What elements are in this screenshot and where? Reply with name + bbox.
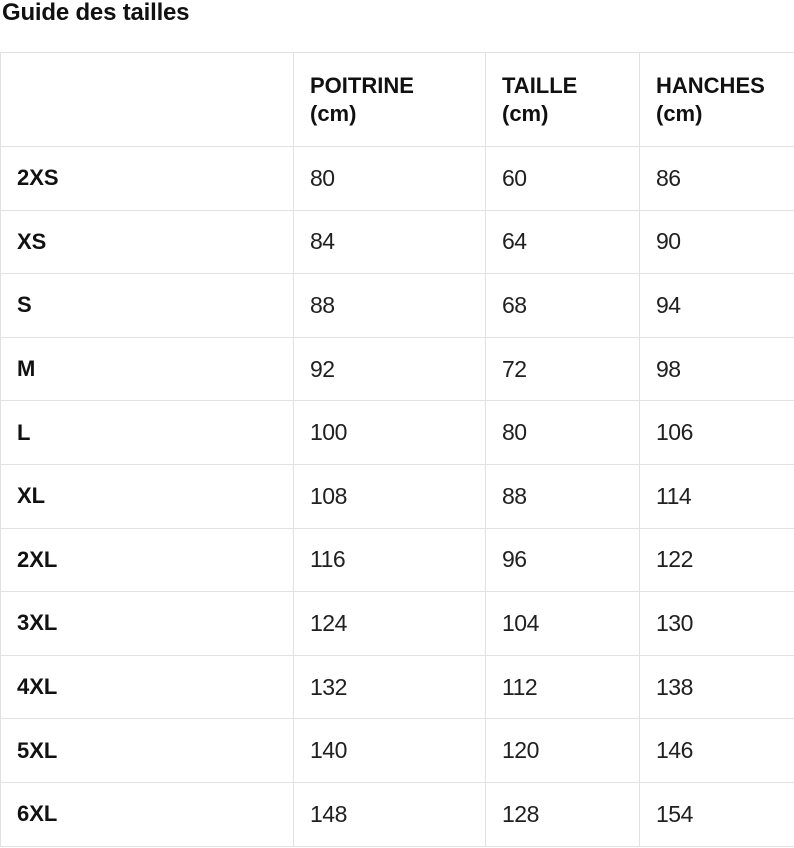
measurement-cell: 90 [639,209,794,275]
header-row: POITRINE (cm) TAILLE (cm) HANCHES (cm) [0,52,794,147]
measurement-cell: 138 [639,654,794,720]
column-header-taille-unit: (cm) [502,100,549,126]
measurement-cell: 92 [293,336,486,402]
size-label-l: L [0,400,294,465]
measurement-cell: 96 [485,527,640,593]
table-row: S 88 68 94 [0,273,794,338]
column-header-empty [0,52,294,147]
measurement-cell: 114 [639,463,794,529]
measurement-cell: 108 [293,463,486,529]
measurement-cell: 84 [293,209,486,275]
measurement-cell: 80 [485,400,640,465]
size-label-xl: XL [0,463,294,529]
column-header-taille: TAILLE (cm) [485,52,640,147]
measurement-cell: 154 [639,781,794,847]
measurement-cell: 106 [639,400,794,465]
size-label-6xl: 6XL [0,781,294,847]
measurement-cell: 148 [293,781,486,847]
table-row: 2XL 116 96 122 [0,527,794,593]
table-row: L 100 80 106 [0,400,794,465]
measurement-cell: 140 [293,718,486,783]
size-label-s: S [0,273,294,338]
page-title: Guide des tailles [2,0,190,26]
size-label-3xl: 3XL [0,591,294,656]
measurement-cell: 104 [485,591,640,656]
measurement-cell: 130 [639,591,794,656]
measurement-cell: 132 [293,654,486,720]
measurement-cell: 146 [639,718,794,783]
size-guide-table: POITRINE (cm) TAILLE (cm) HANCHES (cm) 2… [0,52,794,847]
measurement-cell: 80 [293,146,486,211]
table-row: XL 108 88 114 [0,463,794,529]
measurement-cell: 94 [639,273,794,338]
size-label-xs: XS [0,209,294,275]
size-label-4xl: 4XL [0,654,294,720]
column-header-poitrine: POITRINE (cm) [293,52,486,147]
column-header-poitrine-name: POITRINE [310,72,414,98]
measurement-cell: 120 [485,718,640,783]
measurement-cell: 88 [485,463,640,529]
measurement-cell: 72 [485,336,640,402]
measurement-cell: 86 [639,146,794,211]
measurement-cell: 128 [485,781,640,847]
measurement-cell: 98 [639,336,794,402]
table-row: 4XL 132 112 138 [0,654,794,720]
measurement-cell: 116 [293,527,486,593]
measurement-cell: 100 [293,400,486,465]
size-label-2xs: 2XS [0,146,294,211]
measurement-cell: 122 [639,527,794,593]
table-row: 2XS 80 60 86 [0,146,794,211]
measurement-cell: 68 [485,273,640,338]
measurement-cell: 112 [485,654,640,720]
column-header-hanches-unit: (cm) [656,100,703,126]
table-row: M 92 72 98 [0,336,794,402]
size-label-m: M [0,336,294,402]
measurement-cell: 124 [293,591,486,656]
table-row: XS 84 64 90 [0,209,794,275]
measurement-cell: 60 [485,146,640,211]
size-label-2xl: 2XL [0,527,294,593]
measurement-cell: 88 [293,273,486,338]
table-row: 5XL 140 120 146 [0,718,794,783]
column-header-poitrine-unit: (cm) [310,100,357,126]
table-row: 3XL 124 104 130 [0,591,794,656]
measurement-cell: 64 [485,209,640,275]
column-header-taille-name: TAILLE [502,72,578,98]
table-row: 6XL 148 128 154 [0,781,794,847]
column-header-hanches-name: HANCHES [656,72,765,98]
column-header-hanches: HANCHES (cm) [639,52,794,147]
size-label-5xl: 5XL [0,718,294,783]
